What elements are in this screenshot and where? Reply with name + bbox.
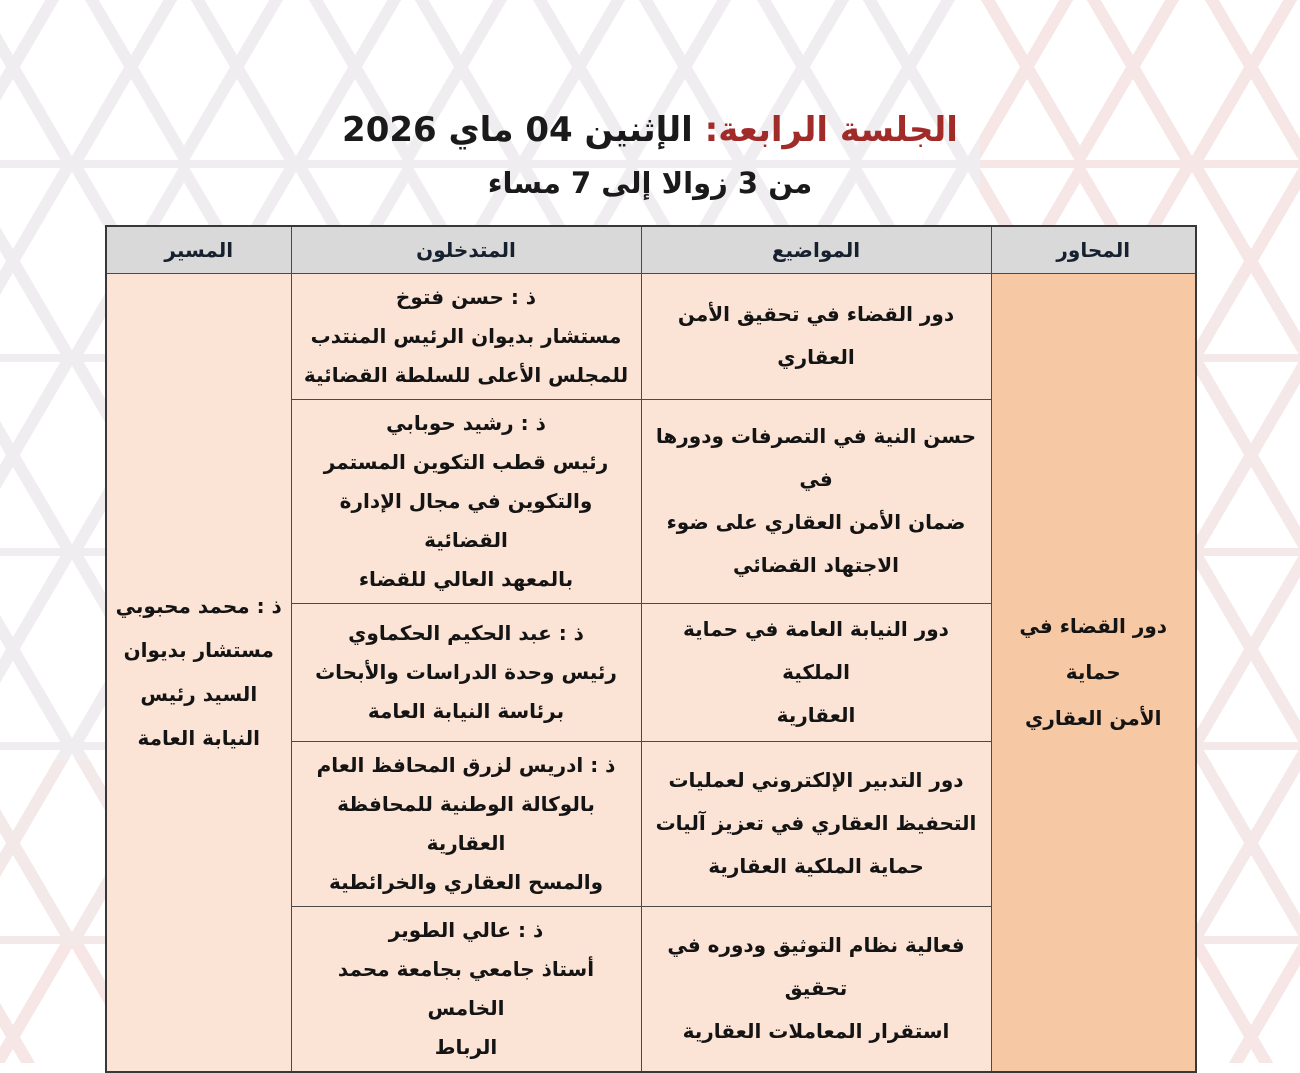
session-date-label: الإثنين 04 ماي 2026 <box>342 110 693 150</box>
column-header-moderator: المسير <box>105 225 292 274</box>
topic-cell: دور القضاء في تحقيق الأمن العقاري <box>640 272 992 400</box>
moderator-cell: ذ : محمد محبوبي مستشار بديوان السيد رئيس… <box>105 272 292 1073</box>
column-header-topics: المواضيع <box>640 225 992 274</box>
speaker-cell: ذ : عبد الحكيم الحكماوي رئيس وحدة الدراس… <box>290 602 642 742</box>
table-row: دور النيابة العامة في حماية الملكية العق… <box>106 602 1196 742</box>
speaker-cell: ذ : عالي الطوير أستاذ جامعي بجامعة محمد … <box>290 905 642 1073</box>
axis-cell: دور القضاء في حماية الأمن العقاري <box>990 272 1197 1073</box>
program-table: المحاور المواضيع المتدخلون المسير دور ال… <box>105 224 1197 1073</box>
speaker-cell: ذ : رشيد حوبابي رئيس قطب التكوين المستمر… <box>290 398 642 604</box>
table-row: دور التدبير الإلكتروني لعمليات التحفيظ ا… <box>106 740 1196 907</box>
page-title: الجلسة الرابعة: الإثنين 04 ماي 2026 <box>0 108 1300 152</box>
speaker-cell: ذ : ادريس لزرق المحافظ العام بالوكالة ال… <box>290 740 642 907</box>
topic-cell: حسن النية في التصرفات ودورها في ضمان الأ… <box>640 398 992 604</box>
speaker-cell: ذ : حسن فتوخ مستشار بديوان الرئيس المنتد… <box>290 272 642 400</box>
topic-cell: دور النيابة العامة في حماية الملكية العق… <box>640 602 992 742</box>
session-time-subtitle: من 3 زوالا إلى 7 مساء <box>487 166 813 201</box>
table-row: دور القضاء في حماية الأمن العقاري دور ال… <box>105 272 1197 1073</box>
topic-cell: فعالية نظام التوثيق ودوره في تحقيق استقر… <box>640 905 992 1073</box>
session-title-label: الجلسة الرابعة: <box>704 110 959 150</box>
table-row: فعالية نظام التوثيق ودوره في تحقيق استقر… <box>106 905 1196 1073</box>
document-header: الجلسة الرابعة: الإثنين 04 ماي 2026 من 3… <box>0 0 1300 201</box>
column-header-axes: المحاور <box>990 225 1197 274</box>
table-header-row: المحاور المواضيع المتدخلون المسير <box>105 225 1197 274</box>
column-header-speakers: المتدخلون <box>290 225 642 274</box>
topic-cell: دور التدبير الإلكتروني لعمليات التحفيظ ا… <box>640 740 992 907</box>
table-row: حسن النية في التصرفات ودورها في ضمان الأ… <box>106 398 1196 604</box>
